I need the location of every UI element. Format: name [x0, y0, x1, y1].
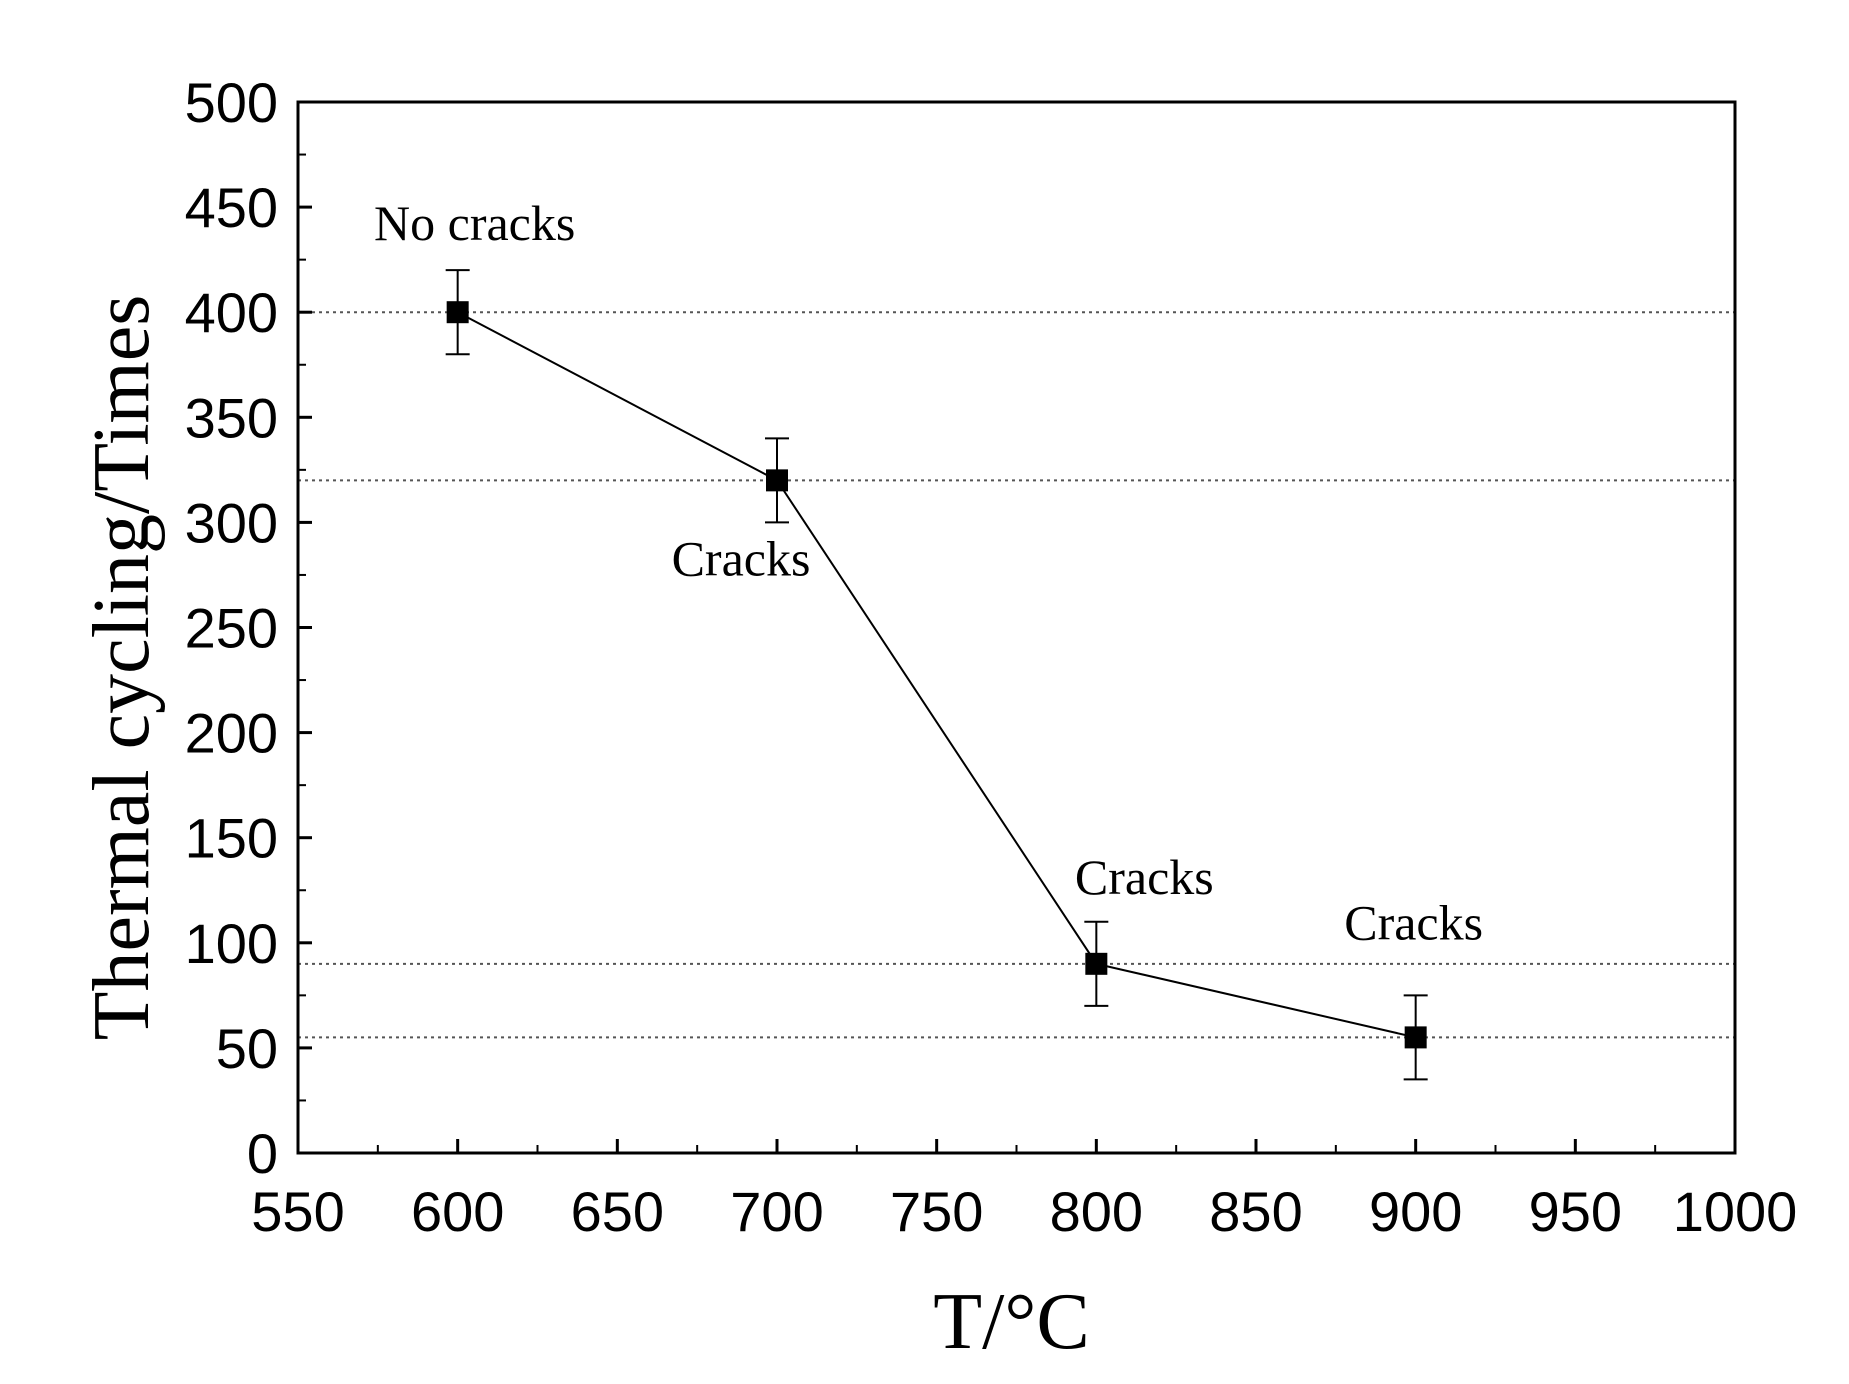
x-tick-label-700: 700	[730, 1180, 823, 1243]
y-tick-label-450: 450	[185, 176, 278, 239]
plot-frame	[296, 100, 1737, 1155]
x-tick-label-800: 800	[1050, 1180, 1143, 1243]
series-line	[457, 311, 1416, 1039]
x-tick-label-850: 850	[1209, 1180, 1302, 1243]
data-markers	[446, 301, 1427, 1049]
y-tick-label-400: 400	[185, 281, 278, 344]
x-axis-title: T/°C	[933, 1278, 1089, 1366]
x-tick-label-650: 650	[571, 1180, 664, 1243]
y-tick-label-50: 50	[216, 1017, 278, 1080]
y-tick-label-100: 100	[185, 912, 278, 975]
data-point-3	[1085, 952, 1108, 975]
y-tick-label-200: 200	[185, 702, 278, 765]
annotations: No cracks Cracks Cracks Cracks	[374, 195, 1483, 950]
y-tick-label-0: 0	[247, 1122, 278, 1185]
x-tick-label-750: 750	[890, 1180, 983, 1243]
series-line-layer	[457, 311, 1416, 1039]
y-tick-label-150: 150	[185, 807, 278, 870]
annotation-label-4: Cracks	[1344, 894, 1483, 950]
annotation-label-2: Cracks	[672, 530, 811, 586]
y-tick-label-300: 300	[185, 491, 278, 554]
data-point-4	[1404, 1026, 1427, 1049]
x-tick-label-1000: 1000	[1673, 1180, 1798, 1243]
annotation-label-3: Cracks	[1075, 849, 1214, 905]
reference-lines	[298, 311, 1735, 1039]
x-tick-label-900: 900	[1369, 1180, 1462, 1243]
error-bars	[445, 269, 1428, 1081]
axis-ticks	[298, 153, 1657, 1153]
data-point-1	[446, 301, 469, 324]
x-tick-labels: 550 600 650 700 750 800 850 900 950 1000	[251, 1180, 1797, 1243]
x-tick-label-950: 950	[1529, 1180, 1622, 1243]
x-tick-label-600: 600	[411, 1180, 504, 1243]
annotation-label-1: No cracks	[374, 195, 575, 251]
data-point-2	[766, 469, 788, 492]
x-tick-label-550: 550	[251, 1180, 344, 1243]
y-tick-labels: 0 50 100 150 200 250 300 350 400 450 500	[185, 71, 278, 1185]
y-axis-title: Thermal cycling/Times	[78, 295, 166, 1041]
y-tick-label-350: 350	[185, 386, 278, 449]
y-tick-label-500: 500	[185, 71, 278, 134]
y-tick-label-250: 250	[185, 597, 278, 660]
